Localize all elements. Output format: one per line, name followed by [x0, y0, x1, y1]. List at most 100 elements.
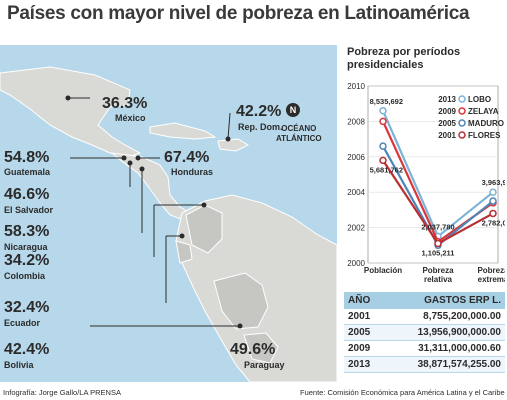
chart-title: Pobreza por períodos presidenciales [347, 46, 461, 71]
data-point [379, 117, 387, 126]
country-pct-honduras: 67.4% [164, 149, 210, 166]
legend-name: MADURO [468, 119, 504, 128]
country-pct-colombia: 34.2% [4, 252, 50, 269]
land-ecuador [175, 240, 193, 264]
legend-year: 2001 [438, 131, 456, 140]
leader-dot-colombia [201, 202, 207, 208]
compass-icon: N [286, 103, 300, 117]
poverty-line-chart: 2000 2002 2004 2006 2008 2010 Población Pobreza… [347, 82, 505, 284]
data-label: 2,037,780 [421, 222, 454, 231]
country-name-mexico: México [115, 113, 146, 123]
page-title: Países con mayor nivel de pobreza en Lat… [7, 3, 470, 24]
x-tick-label: relativa [424, 275, 453, 284]
table-cell-gastos: 13,956,900,000.00 [384, 324, 505, 341]
country-pct-mexico: 36.3% [102, 95, 148, 112]
leader-dot-bolivia [237, 323, 243, 329]
land-paraguay [243, 332, 279, 364]
land-hispaniola [217, 138, 250, 152]
table-cell-gastos: 8,755,200,000.00 [384, 309, 505, 325]
leader-dot-ecuador [179, 233, 185, 239]
table-row: 2013 38,871,574,255.00 [344, 356, 505, 373]
table-header-row: AÑO GASTOS ERP L. [344, 292, 505, 309]
y-tick-label: 2004 [347, 188, 365, 197]
country-pct-ecuador: 32.4% [4, 299, 50, 316]
y-tick-label: 2008 [347, 117, 365, 126]
leader-rep-dom [227, 112, 231, 140]
ocean-label-line-2: ATLÁNTICO [276, 134, 322, 143]
map-shapes [0, 66, 337, 382]
country-name-guatemala: Guatemala [4, 167, 51, 177]
map: N OCÉANO ATLÁNTICO 36.3% México 42.2% Re… [0, 45, 337, 382]
legend-marker [458, 107, 466, 115]
x-tick-label: Pobreza [422, 266, 454, 275]
country-name-rep-dom: Rep. Dom. [238, 122, 283, 132]
country-pct-el-salvador: 46.6% [4, 186, 50, 203]
table-row: 2005 13,956,900,000.00 [344, 324, 505, 341]
table-row: 2009 31,311,000,000.60 [344, 340, 505, 357]
country-pct-rep-dom: 42.2% [236, 103, 282, 120]
ocean-label: OCÉANO ATLÁNTICO [276, 124, 322, 144]
gastos-table: AÑO GASTOS ERP L. 2001 8,755,200,000.00 … [344, 292, 505, 373]
table-cell-year: 2005 [344, 324, 385, 341]
legend-marker [458, 131, 466, 139]
data-point [434, 239, 442, 248]
leader-dot-rep-dom [225, 136, 231, 142]
legend-name: LOBO [468, 95, 491, 104]
data-point [489, 188, 497, 196]
legend-name: FLORES [468, 131, 501, 140]
leader-dot-guatemala [121, 155, 127, 161]
data-label: 3,963,902 [482, 178, 505, 187]
country-pct-bolivia: 42.4% [4, 341, 50, 358]
country-pct-nicaragua: 58.3% [4, 223, 50, 240]
legend-year: 2013 [438, 95, 456, 104]
table-cell-year: 2009 [344, 340, 385, 357]
leader-dot-el-salvador [127, 160, 133, 166]
country-name-colombia: Colombia [4, 271, 46, 281]
country-pct-paraguay: 49.6% [230, 341, 276, 358]
country-name-honduras: Honduras [171, 167, 214, 177]
country-name-bolivia: Bolivia [4, 360, 34, 370]
data-point [379, 156, 387, 165]
data-point [379, 142, 387, 150]
data-point [379, 107, 387, 115]
land-cuba [149, 122, 217, 140]
y-tick-label: 2000 [347, 259, 365, 268]
data-point [489, 209, 497, 218]
data-label: 1,105,211 [422, 249, 455, 258]
legend-year: 2009 [438, 107, 456, 116]
ocean-label-line-1: OCÉANO [281, 124, 317, 133]
table-cell-gastos: 38,871,574,255.00 [384, 356, 505, 373]
table-cell-year: 2013 [344, 356, 385, 373]
legend-year: 2005 [438, 119, 456, 128]
legend-marker [458, 95, 466, 103]
legend-marker [458, 119, 466, 127]
country-name-nicaragua: Nicaragua [4, 242, 48, 252]
plot-area [367, 85, 499, 264]
land-mexico [0, 66, 142, 158]
y-tick-label: 2002 [347, 224, 365, 233]
table-header-gastos: GASTOS ERP L. [384, 292, 505, 309]
data-point [489, 197, 497, 205]
table-row: 2001 8,755,200,000.00 [344, 309, 505, 325]
leader-dot-mexico [65, 95, 71, 101]
country-name-el-salvador: El Salvador [4, 205, 54, 215]
table-cell-gastos: 31,311,000,000.60 [384, 340, 505, 357]
legend-name: ZELAYA [468, 107, 499, 116]
table-header-year: AÑO [344, 292, 385, 309]
leader-dot-honduras [135, 155, 141, 161]
data-label: 2,782,003 [482, 218, 505, 227]
y-tick-label: 2006 [347, 153, 365, 162]
land-bolivia [213, 272, 269, 330]
country-name-paraguay: Paraguay [244, 360, 285, 370]
y-tick-label: 2010 [347, 82, 365, 91]
leader-dot-nicaragua [139, 166, 145, 172]
x-tick-label: extrema [478, 275, 505, 284]
country-pct-guatemala: 54.8% [4, 149, 50, 166]
data-label: 5,681,762 [370, 165, 403, 174]
footer-credit: Infografía: Jorge Gallo/LA PRENSA [3, 388, 121, 397]
country-name-ecuador: Ecuador [4, 318, 41, 328]
x-tick-label: Población [364, 266, 402, 275]
data-label: 8,535,692 [370, 97, 403, 106]
table-cell-year: 2001 [344, 309, 385, 325]
x-tick-label: Pobreza [477, 266, 505, 275]
